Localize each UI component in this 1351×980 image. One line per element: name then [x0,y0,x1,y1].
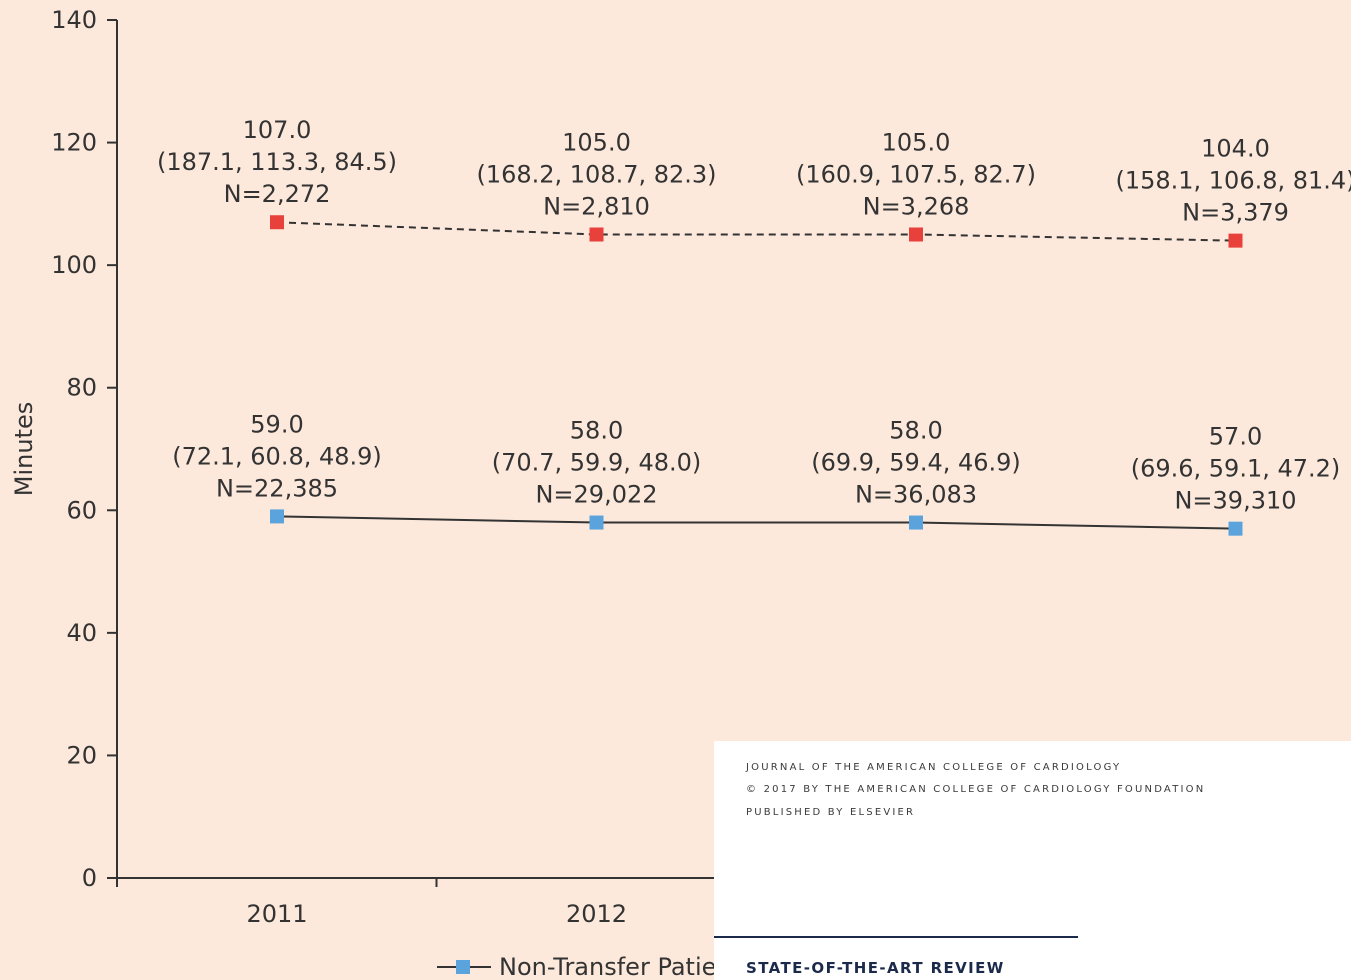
copyright-line: © 2017 BY THE AMERICAN COLLEGE OF CARDIO… [746,784,1206,795]
series-line-1 [276,515,1236,530]
data-label: 59.0 [250,410,303,438]
y-tick-label: 80 [66,374,97,402]
data-label: N=36,083 [855,481,977,509]
y-tick-label: 20 [66,741,97,769]
data-label: (160.9, 107.5, 82.7) [796,161,1036,189]
data-point-marker [589,227,604,242]
data-label: (158.1, 106.8, 81.4) [1115,167,1351,195]
legend-marker [456,960,470,974]
y-tick-label: 40 [66,619,97,647]
y-axis-title: Minutes [10,402,38,496]
data-point-marker [589,515,604,530]
data-point-marker [270,509,284,524]
y-tick-label: 120 [51,129,97,157]
data-label: (168.2, 108.7, 82.3) [476,161,716,189]
y-tick-label: 0 [82,864,97,892]
series-line-0 [276,221,1236,242]
data-label: 104.0 [1201,135,1270,163]
y-tick-label: 100 [51,251,97,279]
data-label: 105.0 [562,129,631,157]
publisher-line: PUBLISHED BY ELSEVIER [746,807,916,818]
data-label: N=2,810 [543,193,650,221]
journal-name: JOURNAL OF THE AMERICAN COLLEGE OF CARDI… [746,762,1122,773]
point-labels: 107.0 (187.1, 113.3, 84.5) N=2,272 105.0 (16… [157,116,1351,514]
data-label: (187.1, 113.3, 84.5) [157,148,397,176]
x-tick-label: 2012 [566,900,627,928]
data-label: (70.7, 59.9, 48.0) [492,449,702,477]
data-label: N=39,310 [1174,487,1296,515]
review-tag: STATE-OF-THE-ART REVIEW [746,959,1005,977]
journal-overlay: JOURNAL OF THE AMERICAN COLLEGE OF CARDI… [714,741,1351,980]
series-layer [270,215,1243,536]
data-point-marker [909,227,923,242]
legend-label: Non-Transfer Patie [499,953,716,980]
data-label: N=29,022 [535,481,657,509]
data-label: 105.0 [882,129,951,157]
data-label: 58.0 [570,417,623,445]
data-label: 58.0 [889,417,942,445]
data-label: N=3,379 [1182,199,1289,227]
data-label: N=22,385 [216,474,338,502]
data-label: 107.0 [243,116,312,144]
legend: Non-Transfer Patie [437,953,716,980]
y-tick-label: 60 [66,496,97,524]
data-point-marker [1228,233,1243,248]
divider-rule [714,936,1078,938]
data-label: N=3,268 [863,193,970,221]
data-label: N=2,272 [224,180,331,208]
data-label: 57.0 [1209,423,1262,451]
data-label: (69.9, 59.4, 46.9) [811,449,1021,477]
data-point-marker [1228,521,1243,536]
y-tick-label: 140 [51,6,97,34]
data-point-marker [909,515,923,530]
data-point-marker [270,215,284,230]
data-label: (69.6, 59.1, 47.2) [1131,455,1341,483]
x-tick-label: 2011 [246,900,307,928]
data-label: (72.1, 60.8, 48.9) [172,442,382,470]
